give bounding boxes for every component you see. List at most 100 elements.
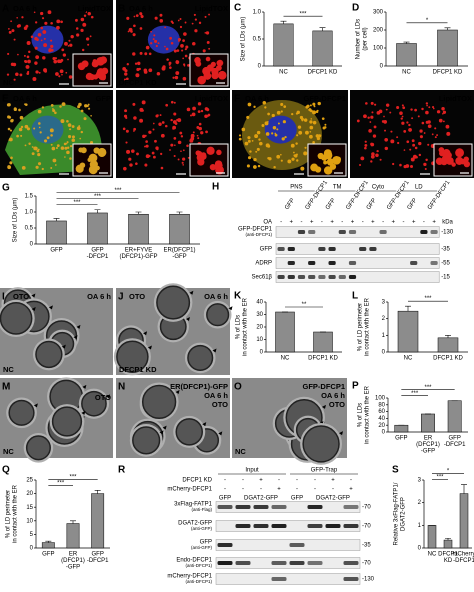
droplet <box>403 164 407 169</box>
droplet <box>379 158 382 161</box>
droplet <box>268 157 272 161</box>
droplet <box>170 41 174 45</box>
droplet <box>216 59 224 67</box>
lipid-droplet <box>156 285 191 320</box>
significance-label: *** <box>424 385 432 391</box>
band <box>287 261 295 265</box>
significance-label: *** <box>57 480 65 486</box>
lipid-droplet <box>116 340 149 374</box>
band <box>217 543 233 547</box>
droplet <box>148 52 152 56</box>
row-label: DGAT2-GFP <box>178 521 212 527</box>
droplet <box>34 61 38 65</box>
droplet <box>301 117 304 121</box>
droplet <box>126 16 130 20</box>
droplet <box>150 42 153 45</box>
droplet <box>402 106 406 110</box>
y-tick-label: 100 <box>373 46 384 52</box>
droplet <box>322 126 326 130</box>
droplet <box>85 11 88 14</box>
arrowhead <box>339 431 344 436</box>
droplet <box>42 56 46 60</box>
droplet <box>18 127 23 132</box>
droplet <box>173 49 177 53</box>
arrowhead <box>175 390 180 395</box>
droplet <box>315 134 320 138</box>
droplet <box>10 20 13 23</box>
droplet <box>139 51 143 55</box>
band <box>235 561 251 565</box>
bar <box>427 525 437 549</box>
droplet <box>192 106 196 111</box>
arrowhead <box>33 403 38 408</box>
droplet <box>332 155 341 165</box>
droplet <box>11 29 15 33</box>
arrowhead <box>212 348 217 353</box>
droplet <box>67 58 69 61</box>
droplet <box>360 156 365 161</box>
condition-label: mCherry-DFCP1 <box>167 487 212 493</box>
x-tick-label: DFCP1 KD <box>433 70 463 76</box>
band <box>307 524 323 528</box>
droplet <box>442 120 445 123</box>
panel-letter: G <box>2 183 10 194</box>
droplet <box>316 136 321 141</box>
droplet <box>317 101 321 106</box>
error-bar <box>445 537 451 541</box>
lipid-droplet <box>35 340 63 369</box>
nucleus <box>31 25 64 54</box>
y-tick-label: 0 <box>258 64 262 70</box>
droplet <box>38 126 41 129</box>
bar <box>437 29 458 67</box>
x-tick-label: NC <box>402 70 411 76</box>
x-tick-label: ER+FYVE <box>125 248 153 254</box>
droplet <box>31 152 35 156</box>
droplet <box>123 166 127 171</box>
droplet <box>50 21 53 25</box>
significance-label: *** <box>299 11 307 17</box>
droplet <box>60 119 65 124</box>
panel-letter: P <box>352 381 359 392</box>
droplet <box>271 113 275 118</box>
droplet <box>160 166 164 170</box>
droplet <box>132 33 136 37</box>
droplet <box>83 14 87 17</box>
droplet <box>445 124 450 129</box>
significance-label: *** <box>436 475 444 481</box>
droplet <box>277 122 280 125</box>
y-tick-label: 200 <box>373 28 384 34</box>
band <box>217 505 233 509</box>
panel-letter: M <box>2 382 10 393</box>
band <box>328 275 336 279</box>
droplet <box>414 108 417 112</box>
droplet <box>374 103 377 106</box>
droplet <box>21 166 26 170</box>
significance-label: * <box>447 469 450 475</box>
image-label: OA 6 h <box>204 292 228 301</box>
condition-sign: - <box>242 478 244 484</box>
lane-label: DGAT2-GFP <box>316 496 350 502</box>
droplet <box>323 166 333 175</box>
droplet <box>152 128 155 131</box>
droplet <box>145 140 148 143</box>
droplet <box>18 108 21 112</box>
droplet <box>425 102 429 105</box>
droplet <box>198 126 202 131</box>
droplet <box>418 153 422 157</box>
droplet <box>68 75 73 79</box>
droplet <box>323 160 328 165</box>
droplet <box>330 163 337 170</box>
droplet <box>8 30 12 34</box>
lane-label: GFP-DFCP1 <box>427 179 452 211</box>
droplet <box>50 134 53 137</box>
arrowhead <box>218 431 223 436</box>
droplet <box>176 118 179 122</box>
image-label: GFP <box>96 94 111 103</box>
lipid-droplet <box>302 425 340 463</box>
droplet <box>170 143 174 147</box>
droplet <box>139 12 143 16</box>
droplet <box>438 118 443 123</box>
droplet <box>135 14 139 17</box>
band <box>410 261 418 265</box>
